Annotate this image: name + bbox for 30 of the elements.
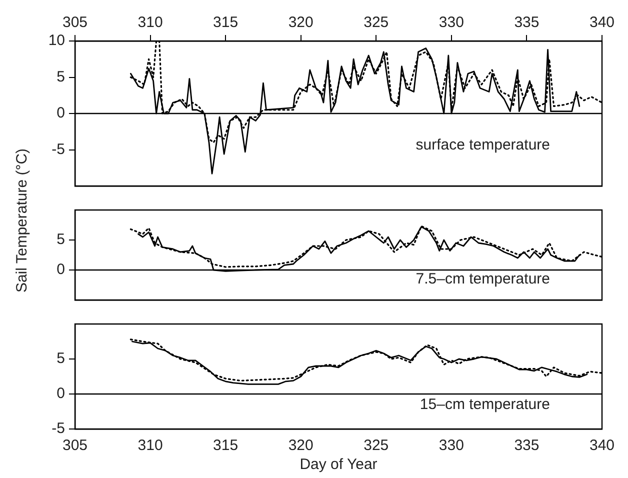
x-tick-label: 315 — [213, 437, 238, 454]
y-tick-label: 0 — [56, 261, 65, 278]
x2-tick-label: 315 — [213, 14, 238, 32]
y-axis-title: Sail Temperature (°C) — [14, 148, 31, 292]
y-tick-label: 10 — [48, 32, 65, 50]
y-tick-label: 0 — [56, 385, 65, 402]
y-tick-label: -5 — [52, 420, 65, 438]
y-tick-label: 5 — [56, 68, 65, 86]
x2-tick-label: 330 — [438, 14, 464, 32]
x2-tick-label: 325 — [364, 14, 389, 32]
annotation: 15–cm temperature — [420, 396, 550, 413]
x-axis-title: Day of Year — [300, 456, 378, 474]
x2-tick-label: 340 — [589, 14, 615, 32]
x2-tick-label: 320 — [288, 14, 314, 32]
x-tick-label: 335 — [514, 437, 540, 454]
annotation: surface temperature — [416, 136, 550, 154]
x-tick-label: 330 — [438, 437, 464, 454]
x-tick-label: 305 — [62, 437, 88, 454]
x-tick-label: 310 — [138, 437, 163, 454]
x2-tick-label: 305 — [62, 14, 88, 32]
x-tick-label: 325 — [364, 437, 389, 454]
y-tick-label: 5 — [56, 231, 65, 248]
annotation: 7.5–cm temperature — [416, 270, 550, 288]
y-tick-label: 5 — [56, 350, 65, 368]
x2-tick-label: 310 — [138, 14, 163, 32]
x-tick-label: 340 — [589, 437, 615, 454]
y-tick-label: 0 — [56, 104, 65, 122]
x-tick-label: 320 — [288, 437, 314, 454]
x2-tick-label: 335 — [514, 14, 540, 32]
y-tick-label: -5 — [52, 140, 65, 158]
